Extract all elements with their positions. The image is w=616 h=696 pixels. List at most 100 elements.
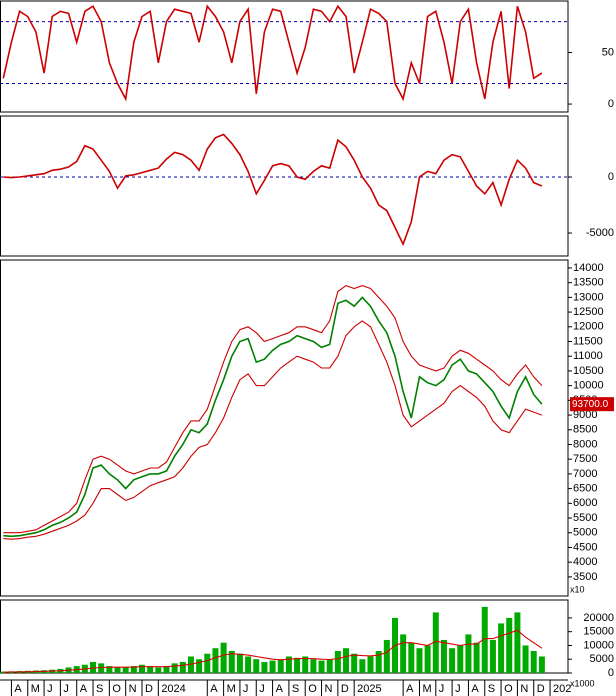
x-tick-label: A xyxy=(210,683,218,695)
x-tick-label: 2024 xyxy=(161,683,185,695)
volume-bar xyxy=(245,656,252,673)
last-price-label: 93700.0 xyxy=(572,399,609,410)
panel-frame xyxy=(0,0,569,113)
volume-bar xyxy=(155,667,162,673)
volume-bar xyxy=(302,656,309,673)
x-tick-label: N xyxy=(520,683,528,695)
y-tick-label: 10000 xyxy=(573,380,604,392)
volume-bar xyxy=(473,642,480,673)
x-tick-label: M xyxy=(227,683,236,695)
y-tick-label: 6000 xyxy=(573,497,597,509)
y-tick-label: 5500 xyxy=(573,512,597,524)
volume-bar xyxy=(449,648,456,673)
volume-bar xyxy=(163,666,170,673)
volume-bar xyxy=(408,642,415,673)
x-tick-label: D xyxy=(145,683,153,695)
x-tick-label: O xyxy=(308,683,317,695)
x-tick-label: 2025 xyxy=(357,683,381,695)
volume-bar xyxy=(506,617,513,673)
volume-bar xyxy=(204,653,211,673)
volume-bar xyxy=(196,659,203,673)
y-tick-label: 10000 xyxy=(583,639,614,651)
x-tick-label: A xyxy=(406,683,414,695)
volume-bar xyxy=(432,612,439,673)
series-line xyxy=(3,320,543,540)
x-tick-label: J xyxy=(47,683,53,695)
volume-bar xyxy=(212,648,219,673)
volume-bar xyxy=(106,666,113,673)
y-tick-label: 50 xyxy=(602,46,614,58)
panel-frame xyxy=(0,115,569,257)
volume-bar xyxy=(326,659,333,673)
volume-bar xyxy=(236,653,243,673)
volume-bar xyxy=(375,650,382,673)
x-tick-label: S xyxy=(292,683,299,695)
volume-bar xyxy=(334,650,341,673)
volume-bar xyxy=(400,634,407,673)
y-tick-label: 0 xyxy=(608,98,614,110)
y-tick-label: 11000 xyxy=(573,350,603,362)
volume-bar xyxy=(171,663,178,673)
volume-bar xyxy=(294,657,301,673)
volume-bar xyxy=(179,661,186,673)
y-tick-label: 9000 xyxy=(573,409,597,421)
series-line xyxy=(2,4,543,102)
y-tick-label: 13000 xyxy=(573,291,604,303)
x-tick-label: J xyxy=(259,683,265,695)
x-tick-label: D xyxy=(537,683,545,695)
series-line xyxy=(3,629,543,673)
x-tick-label: S xyxy=(488,683,495,695)
volume-bar xyxy=(440,639,447,673)
x-tick-label: A xyxy=(80,683,88,695)
volume-bar xyxy=(0,671,7,673)
y-tick-label: 8500 xyxy=(573,424,597,436)
volume-bar xyxy=(514,612,521,673)
volume-bar xyxy=(285,656,292,673)
volume-bar xyxy=(522,645,529,673)
panel-frame xyxy=(0,599,569,674)
y-tick-label: 7000 xyxy=(573,468,597,480)
volume-bar xyxy=(383,639,390,673)
volume-bar xyxy=(220,642,227,673)
x-tick-label: O xyxy=(112,683,121,695)
volume-bar xyxy=(481,606,488,673)
y-tick-label: 6500 xyxy=(573,483,597,495)
y-tick-label: 15000 xyxy=(583,626,614,638)
x-tick-label: J xyxy=(63,683,69,695)
volume-bar xyxy=(130,666,137,673)
y-tick-label: 4500 xyxy=(573,541,597,553)
volume-bar xyxy=(424,645,431,673)
y-tick-label: 7500 xyxy=(573,453,597,465)
x-tick-label: D xyxy=(341,683,349,695)
x-tick-label: J xyxy=(243,683,249,695)
y-tick-label: 8000 xyxy=(573,438,597,450)
volume-bar xyxy=(489,639,496,673)
volume-bar xyxy=(351,653,358,673)
x-tick-label: M xyxy=(422,683,431,695)
y-tick-label: 20000 xyxy=(583,612,614,624)
y-tick-label: -5000 xyxy=(586,227,614,239)
volume-bar xyxy=(114,667,121,673)
volume-bar xyxy=(465,634,472,673)
x-tick-label: A xyxy=(14,683,22,695)
volume-bar xyxy=(367,656,374,673)
volume-bar xyxy=(253,659,260,673)
volume-bar xyxy=(343,648,350,673)
x-tick-label: A xyxy=(276,683,284,695)
x-tick-label: O xyxy=(504,683,513,695)
x-tick-label: J xyxy=(439,683,445,695)
scale-label: x10 xyxy=(570,584,585,594)
y-tick-label: 0 xyxy=(608,171,614,183)
scale-label: x1000 xyxy=(570,678,595,688)
volume-bar xyxy=(359,659,366,673)
last-price-box xyxy=(570,397,614,412)
y-tick-label: 0 xyxy=(608,667,614,679)
y-tick-label: 12000 xyxy=(573,321,604,333)
panel-frame xyxy=(0,259,569,597)
volume-bar xyxy=(538,656,545,673)
y-tick-label: 5000 xyxy=(573,527,597,539)
volume-bar xyxy=(139,664,145,673)
volume-bar xyxy=(457,645,464,673)
series-line xyxy=(3,133,543,247)
